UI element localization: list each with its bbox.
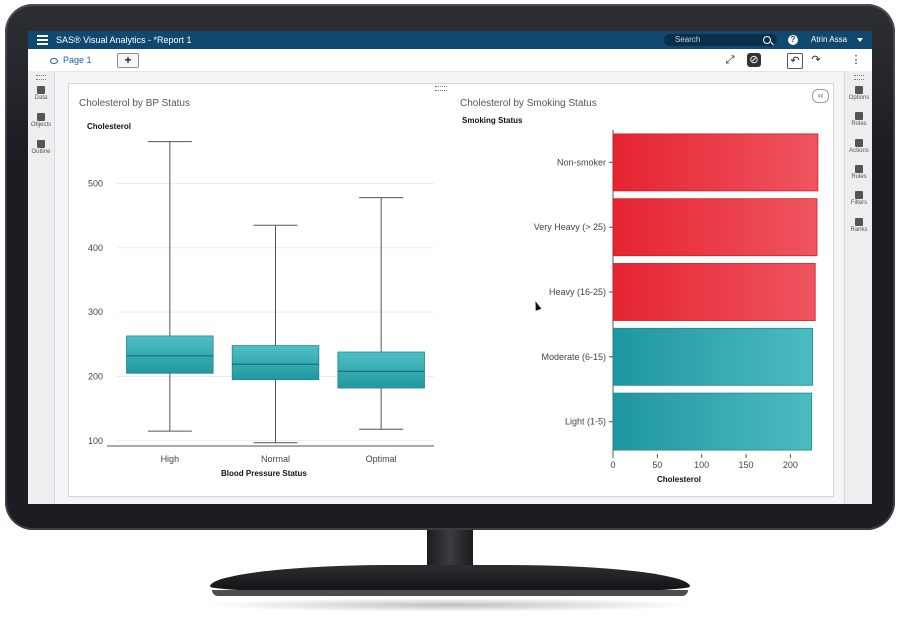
objects-icon: [37, 113, 45, 121]
barchart-x-tick-label: 100: [694, 460, 709, 470]
chevron-down-icon[interactable]: [857, 38, 863, 42]
boxplot-y-tick-label: 400: [88, 243, 103, 253]
rules-icon: [855, 165, 863, 173]
barchart-y-tick-label: Heavy (16-25): [549, 287, 606, 297]
barchart-x-tick-label: 200: [783, 460, 798, 470]
right-pane-rail: Options Roles Actions Rules Filters Rank…: [844, 71, 872, 504]
interaction-icon[interactable]: ⤢: [725, 54, 735, 66]
user-name[interactable]: Atrin Assa: [811, 35, 848, 44]
rail-item-label: Objects: [30, 122, 52, 128]
barchart-y-tick-label: Very Heavy (> 25): [534, 222, 606, 232]
rail-item-roles[interactable]: Roles: [845, 112, 872, 127]
rail-item-options[interactable]: Options: [845, 86, 872, 101]
rail-item-actions[interactable]: Actions: [845, 139, 872, 154]
grip-icon[interactable]: [36, 75, 46, 80]
add-page-button[interactable]: +: [117, 53, 139, 68]
boxplot-y-tick-label: 500: [88, 178, 103, 188]
hamburger-menu-icon[interactable]: [37, 35, 48, 45]
barchart-title: Cholesterol by Smoking Status: [460, 98, 597, 109]
boxplot-box: [126, 335, 214, 374]
rail-item-label: Data: [34, 95, 48, 101]
redo-icon[interactable]: ↷: [811, 54, 821, 66]
more-options-icon[interactable]: ⋮: [850, 54, 862, 66]
search-icon[interactable]: [763, 36, 771, 44]
app-bar: SAS® Visual Analytics - *Report 1 Search…: [28, 31, 872, 49]
barchart-y-axis-title: Smoking Status: [462, 116, 523, 125]
page-tab-label: Page 1: [63, 55, 92, 65]
rail-item-label: Outline: [31, 149, 51, 155]
eye-icon: [50, 57, 58, 64]
rail-item-label: Roles: [851, 121, 867, 127]
barchart-x-tick-label: 50: [652, 460, 662, 470]
grip-icon[interactable]: [854, 75, 864, 80]
search-placeholder: Search: [675, 35, 701, 44]
rail-item-objects[interactable]: Objects: [28, 113, 54, 128]
help-icon[interactable]: ?: [788, 35, 798, 45]
rail-item-label: Ranks: [850, 227, 868, 233]
boxplot-x-tick-label: Optimal: [366, 454, 397, 464]
barchart-x-tick-label: 0: [610, 460, 615, 470]
rail-item-label: Rules: [851, 174, 867, 180]
screen: SAS® Visual Analytics - *Report 1 Search…: [28, 31, 872, 504]
outline-icon: [37, 140, 45, 148]
barchart-bar: [612, 327, 813, 386]
rail-item-filters[interactable]: Filters: [845, 191, 872, 206]
rail-item-outline[interactable]: Outline: [28, 140, 54, 155]
ranks-icon: [855, 218, 863, 226]
boxplot-box: [231, 345, 320, 381]
database-icon: [37, 86, 45, 94]
boxplot-y-tick-label: 300: [88, 307, 103, 317]
tab-page-1[interactable]: Page 1: [50, 55, 92, 65]
boxplot-chart[interactable]: 100 200 300 400 500 High Normal Optimal: [69, 84, 449, 496]
monitor-base: [210, 565, 690, 593]
search-input[interactable]: Search: [664, 34, 777, 46]
rail-item-label: Actions: [849, 148, 869, 154]
hide-icon[interactable]: ⊘: [747, 53, 761, 67]
filter-icon: [855, 191, 863, 199]
grip-icon[interactable]: [435, 86, 447, 91]
roles-icon: [855, 112, 863, 120]
barchart-bar: [612, 263, 816, 321]
report-toolbar: Page 1 + ⤢ ⊘ ↶ ↷ ⋮: [28, 49, 872, 72]
boxplot-x-tick-label: High: [161, 454, 180, 464]
collapse-button[interactable]: ‹‹: [812, 89, 829, 103]
barchart-y-tick-label: Non-smoker: [557, 157, 606, 167]
rail-item-data[interactable]: Data: [28, 86, 54, 101]
rail-item-rules[interactable]: Rules: [845, 165, 872, 180]
rail-item-label: Filters: [850, 200, 868, 206]
barchart-x-tick-label: 150: [739, 460, 754, 470]
left-pane-rail: Data Objects Outline: [28, 71, 55, 504]
app-title: SAS® Visual Analytics - *Report 1: [56, 35, 192, 45]
barchart-x-axis-title: Cholesterol: [657, 475, 702, 484]
rail-item-ranks[interactable]: Ranks: [845, 218, 872, 233]
boxplot-y-tick-label: 100: [88, 436, 103, 446]
boxplot-box: [337, 351, 425, 389]
options-icon: [855, 86, 863, 94]
actions-icon: [855, 139, 863, 147]
undo-icon[interactable]: ↶: [787, 53, 803, 69]
barchart-y-tick-label: Moderate (6-15): [541, 352, 606, 362]
monitor-neck: [427, 530, 473, 570]
stand-shadow: [200, 598, 700, 612]
barchart-bar: [612, 133, 819, 192]
boxplot-y-tick-label: 200: [88, 371, 103, 381]
boxplot-x-tick-label: Normal: [261, 454, 290, 464]
boxplot-title: Cholesterol by BP Status: [79, 98, 190, 109]
barchart-y-tick-label: Light (1-5): [565, 417, 606, 427]
monitor-base-edge: [212, 590, 688, 596]
barchart-bar: [612, 198, 818, 257]
boxplot-y-axis-title: Cholesterol: [87, 122, 132, 131]
barchart-chart[interactable]: Non-smoker Very Heavy (> 25) Heavy (16-25)…: [449, 84, 833, 496]
boxplot-x-axis-title: Blood Pressure Status: [221, 469, 307, 478]
rail-item-label: Options: [848, 95, 870, 101]
report-canvas: ‹‹ Cholesterol by BP Status Cholesterol …: [68, 83, 834, 497]
barchart-bar: [612, 392, 813, 451]
